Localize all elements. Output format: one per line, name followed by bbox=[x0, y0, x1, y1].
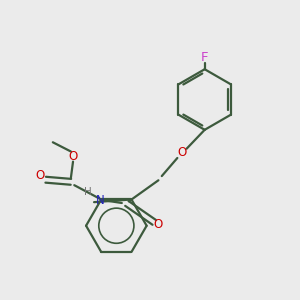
Text: O: O bbox=[68, 150, 78, 163]
Text: H: H bbox=[84, 188, 92, 197]
Text: O: O bbox=[153, 218, 162, 231]
Text: O: O bbox=[35, 169, 44, 182]
Text: O: O bbox=[177, 146, 186, 159]
Text: F: F bbox=[201, 51, 208, 64]
Text: N: N bbox=[96, 194, 104, 207]
